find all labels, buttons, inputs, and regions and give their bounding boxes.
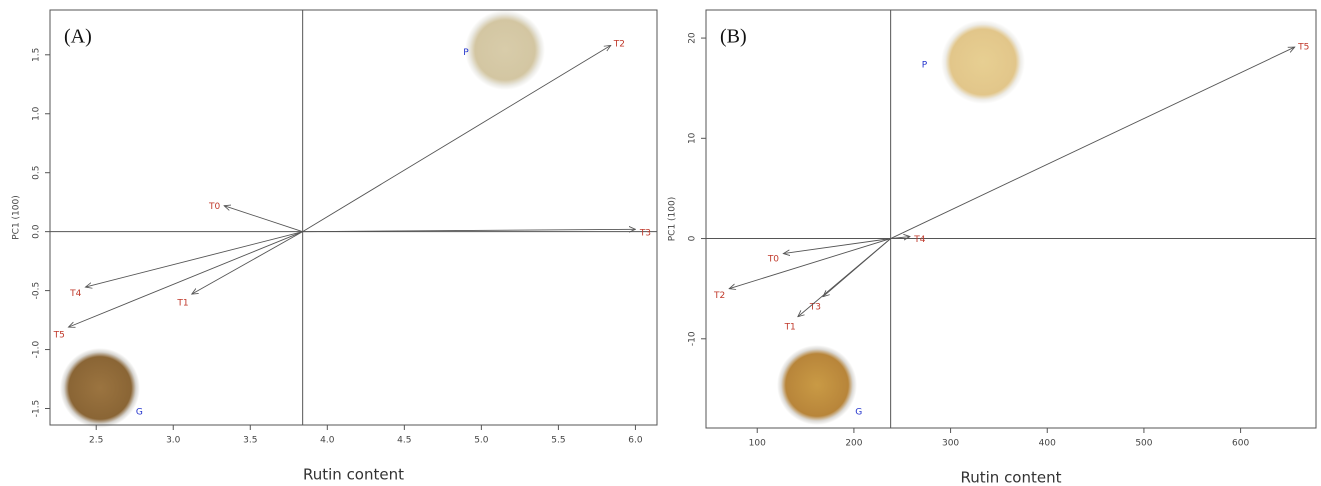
y-tick-label: -1.0	[32, 340, 42, 358]
vector-label: T1	[176, 299, 188, 309]
y-tick-label: 10	[688, 132, 698, 144]
x-axis-label: Rutin content	[960, 469, 1061, 486]
x-tick-label: 500	[1135, 439, 1152, 449]
x-tick-label: 2.5	[89, 436, 103, 446]
x-tick-label: 400	[1039, 439, 1056, 449]
y-tick-label: 0.0	[32, 224, 42, 239]
vector-label: T1	[784, 323, 796, 333]
vector-label: T4	[913, 235, 925, 245]
photo	[777, 345, 857, 425]
x-tick-label: 5.0	[474, 436, 489, 446]
vector-label: T5	[1297, 42, 1309, 52]
photo	[60, 348, 140, 428]
sample-point: G	[855, 407, 862, 417]
x-tick-label: 300	[942, 439, 959, 449]
x-tick-label: 4.0	[320, 436, 335, 446]
vector-label: T3	[809, 303, 821, 313]
loading-vector	[783, 239, 890, 254]
sample-point: P	[922, 61, 928, 71]
vector-label: T4	[69, 289, 81, 299]
x-axis-label: Rutin content	[303, 466, 404, 484]
y-tick-label: -1.5	[32, 400, 42, 418]
figure: 2.5 3.0 3.5 4.0 4.5 5.0 5.5 6.0 -1.5 -1.0 -0.5 0.0 0…	[0, 0, 1321, 486]
x-tick-label: 3.0	[166, 436, 181, 446]
x-tick-label: 3.5	[243, 436, 257, 446]
x-tick-label: 4.5	[397, 436, 411, 446]
panel-label: (A)	[64, 26, 92, 48]
y-axis-label: PC1 (100)	[668, 197, 678, 242]
x-tick-label: 100	[749, 439, 766, 449]
page: 2.5 3.0 3.5 4.0 4.5 5.0 5.5 6.0 -1.5 -1.0 -0.5 0.0 0…	[0, 0, 1321, 486]
vector-label: T2	[713, 291, 725, 301]
loading-vector	[68, 232, 302, 327]
sample-point: G	[136, 408, 143, 418]
panel-label: (B)	[720, 26, 747, 48]
y-axis-label: PC1 (100)	[12, 195, 22, 240]
loading-vector	[224, 206, 303, 232]
photo	[465, 10, 545, 90]
loading-vector	[192, 232, 303, 294]
y-tick-label: -10	[688, 331, 698, 346]
vector-label: T5	[53, 330, 65, 340]
vector-label: T3	[639, 229, 651, 239]
y-tick-label: 0	[688, 235, 698, 241]
x-tick-label: 5.5	[551, 436, 565, 446]
y-tick-label: 1.5	[32, 48, 42, 62]
y-tick-label: 1.0	[32, 106, 42, 121]
y-tick-label: -0.5	[32, 282, 42, 300]
vector-label: T0	[208, 202, 220, 212]
photo	[941, 20, 1025, 104]
sample-point: P	[463, 48, 469, 58]
vector-label: T0	[767, 254, 779, 264]
loading-vector	[798, 239, 891, 317]
y-tick-label: 20	[688, 32, 698, 44]
loading-vector	[85, 232, 302, 287]
y-tick-label: 0.5	[32, 166, 42, 180]
loading-vector	[729, 239, 890, 289]
vector-label: T2	[613, 40, 625, 50]
x-tick-label: 6.0	[628, 436, 643, 446]
loading-vector	[303, 45, 611, 231]
x-tick-label: 200	[845, 439, 862, 449]
x-tick-label: 600	[1232, 439, 1249, 449]
